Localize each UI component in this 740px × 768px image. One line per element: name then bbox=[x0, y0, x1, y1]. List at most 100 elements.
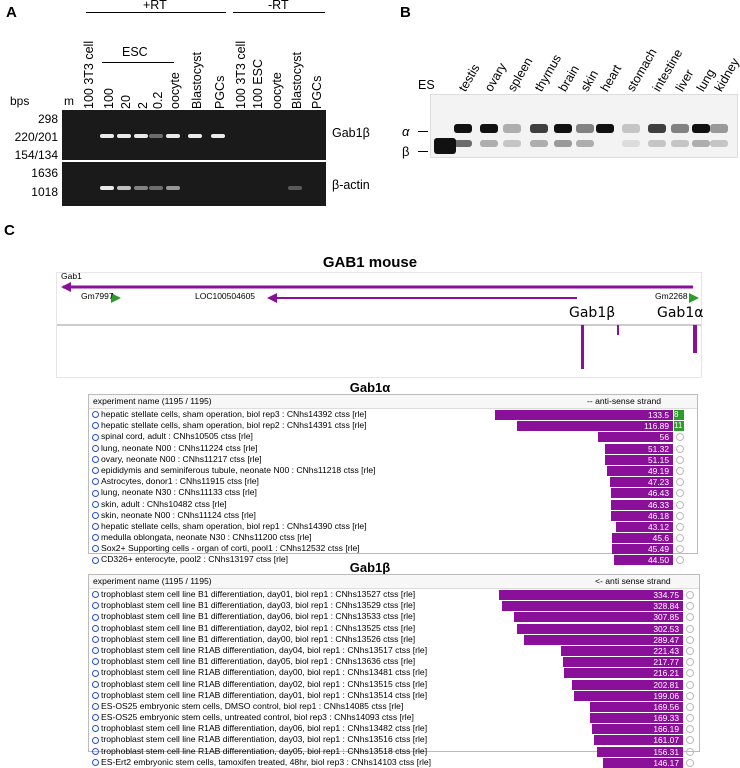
row-circle-icon[interactable] bbox=[92, 489, 99, 497]
size-154: 154/134 bbox=[14, 148, 58, 162]
row-circle-icon[interactable] bbox=[92, 511, 99, 519]
table-row[interactable]: trophoblast stem cell line B1 differenti… bbox=[89, 589, 699, 600]
table-row[interactable]: ES-OS25 embryonic stem cells, untreated … bbox=[89, 712, 699, 724]
alpha-band bbox=[454, 124, 472, 133]
value-bar: 166.19 bbox=[591, 724, 683, 735]
row-circle-icon[interactable] bbox=[92, 444, 99, 452]
row-circle-icon[interactable] bbox=[92, 747, 99, 755]
table-row[interactable]: trophoblast stem cell line R1AB differen… bbox=[89, 734, 699, 746]
table-row[interactable]: skin, neonate N00 : CNhs11124 ctss [rle]… bbox=[89, 510, 697, 521]
table-row[interactable]: hepatic stellate cells, sham operation, … bbox=[89, 420, 697, 432]
row-circle-icon[interactable] bbox=[92, 613, 99, 621]
gab1b-band bbox=[149, 134, 163, 138]
value-bar: 46.18 bbox=[611, 510, 673, 521]
empty-circle-icon bbox=[686, 624, 694, 633]
row-circle-icon[interactable] bbox=[92, 658, 99, 666]
row-circle-icon[interactable] bbox=[92, 422, 99, 430]
table-row[interactable]: ES-Ert2 embryonic stem cells, tamoxifen … bbox=[89, 757, 699, 768]
table-row[interactable]: trophoblast stem cell line R1AB differen… bbox=[89, 645, 699, 656]
row-name: trophoblast stem cell line B1 differenti… bbox=[101, 656, 416, 667]
table-row[interactable]: lung, neonate N30 : CNhs11133 ctss [rle]… bbox=[89, 487, 697, 499]
value-label: 56 bbox=[659, 432, 669, 443]
empty-circle-icon bbox=[676, 466, 684, 475]
alpha-band bbox=[622, 124, 640, 133]
row-circle-icon[interactable] bbox=[92, 691, 99, 699]
row-circle-icon[interactable] bbox=[92, 534, 99, 542]
row-name: ovary, neonate N00 : CNhs11217 ctss [rle… bbox=[101, 453, 262, 464]
table-row[interactable]: trophoblast stem cell line B1 differenti… bbox=[89, 611, 699, 623]
row-circle-icon[interactable] bbox=[92, 411, 99, 419]
value-label: 133.5 bbox=[648, 410, 669, 420]
row-circle-icon[interactable] bbox=[92, 669, 99, 677]
row-circle-icon[interactable] bbox=[92, 455, 99, 463]
size-298: 298 bbox=[37, 112, 58, 126]
row-circle-icon[interactable] bbox=[92, 624, 99, 632]
table-row[interactable]: epididymis and seminiferous tubule, neon… bbox=[89, 465, 697, 476]
table-row[interactable]: CD326+ enterocyte, pool2 : CNhs13197 cts… bbox=[89, 554, 697, 566]
row-circle-icon[interactable] bbox=[92, 725, 99, 733]
alpha-band bbox=[554, 124, 572, 133]
table-row[interactable]: spinal cord, adult : CNhs10505 ctss [rle… bbox=[89, 431, 697, 443]
track-label-gm7997: Gm7997 bbox=[81, 291, 114, 301]
lane-label-a: oocyte bbox=[270, 72, 284, 109]
table-row[interactable]: Sox2+ Supporting cells - organ of corti,… bbox=[89, 543, 697, 555]
table-row[interactable]: trophoblast stem cell line R1AB differen… bbox=[89, 679, 699, 690]
row-circle-icon[interactable] bbox=[92, 591, 99, 599]
table-row[interactable]: trophoblast stem cell line R1AB differen… bbox=[89, 746, 699, 757]
row-circle-icon[interactable] bbox=[92, 714, 99, 722]
value-bar: 334.75 bbox=[499, 590, 683, 600]
alpha-band bbox=[648, 124, 666, 133]
table-row[interactable]: Astrocytes, donor1 : CNhs11915 ctss [rle… bbox=[89, 476, 697, 488]
table-row[interactable]: trophoblast stem cell line R1AB differen… bbox=[89, 667, 699, 679]
row-circle-icon[interactable] bbox=[92, 736, 99, 744]
table-row[interactable]: trophoblast stem cell line B1 differenti… bbox=[89, 600, 699, 612]
table-row[interactable]: medulla oblongata, neonate N30 : CNhs112… bbox=[89, 532, 697, 544]
table-row[interactable]: trophoblast stem cell line R1AB differen… bbox=[89, 690, 699, 701]
alpha-band bbox=[503, 124, 521, 133]
row-circle-icon[interactable] bbox=[92, 467, 99, 475]
alpha-band bbox=[480, 124, 498, 133]
empty-circle-icon bbox=[676, 500, 684, 509]
empty-circle-icon bbox=[676, 489, 684, 498]
row-circle-icon[interactable] bbox=[92, 478, 99, 486]
table-row[interactable]: ES-OS25 embryonic stem cells, DMSO contr… bbox=[89, 701, 699, 712]
table-row[interactable]: trophoblast stem cell line B1 differenti… bbox=[89, 634, 699, 645]
beta-band bbox=[434, 138, 456, 154]
row-circle-icon[interactable] bbox=[92, 680, 99, 688]
row-circle-icon[interactable] bbox=[92, 523, 99, 531]
beta-band bbox=[648, 140, 666, 147]
table-row[interactable]: hepatic stellate cells, sham operation, … bbox=[89, 409, 697, 420]
genome-browser: Gab1 Gm7997 LOC100504605 Gm2268 Gab1β Ga… bbox=[56, 271, 703, 378]
track-label-gab1b: Gab1β bbox=[569, 305, 616, 321]
value-bar: 45.6 bbox=[612, 533, 673, 544]
lane-label-a: 2 bbox=[136, 102, 150, 109]
table-row[interactable]: trophoblast stem cell line B1 differenti… bbox=[89, 623, 699, 634]
table-row[interactable]: trophoblast stem cell line B1 differenti… bbox=[89, 656, 699, 668]
gab1b-band bbox=[166, 134, 180, 138]
row-circle-icon[interactable] bbox=[92, 433, 99, 441]
table-row[interactable]: skin, adult : CNhs10482 ctss [rle] 46.33 bbox=[89, 499, 697, 510]
table-row[interactable]: trophoblast stem cell line R1AB differen… bbox=[89, 723, 699, 735]
actin-band bbox=[100, 186, 114, 190]
value-label: 46.33 bbox=[648, 499, 669, 510]
row-circle-icon[interactable] bbox=[92, 759, 99, 767]
value-label: 328.84 bbox=[653, 601, 679, 612]
row-name: trophoblast stem cell line R1AB differen… bbox=[101, 644, 428, 655]
row-circle-icon[interactable] bbox=[92, 647, 99, 655]
value-bar: 56 bbox=[598, 432, 673, 443]
value-label: 116.89 bbox=[643, 421, 669, 432]
table-row[interactable]: hepatic stellate cells, sham operation, … bbox=[89, 521, 697, 532]
row-circle-icon[interactable] bbox=[92, 545, 99, 553]
table-row[interactable]: lung, neonate N00 : CNhs11224 ctss [rle]… bbox=[89, 443, 697, 454]
value-label: 221.43 bbox=[653, 645, 679, 656]
alpha-band bbox=[530, 124, 548, 133]
row-circle-icon[interactable] bbox=[92, 635, 99, 643]
row-circle-icon[interactable] bbox=[92, 602, 99, 610]
table-row[interactable]: ovary, neonate N00 : CNhs11217 ctss [rle… bbox=[89, 454, 697, 465]
row-circle-icon[interactable] bbox=[92, 500, 99, 508]
lane-label-b: ovary bbox=[481, 60, 510, 94]
row-circle-icon[interactable] bbox=[92, 703, 99, 711]
extra-value: 8 bbox=[674, 410, 684, 420]
row-circle-icon[interactable] bbox=[92, 556, 99, 564]
extra-value: 11 bbox=[674, 421, 684, 432]
